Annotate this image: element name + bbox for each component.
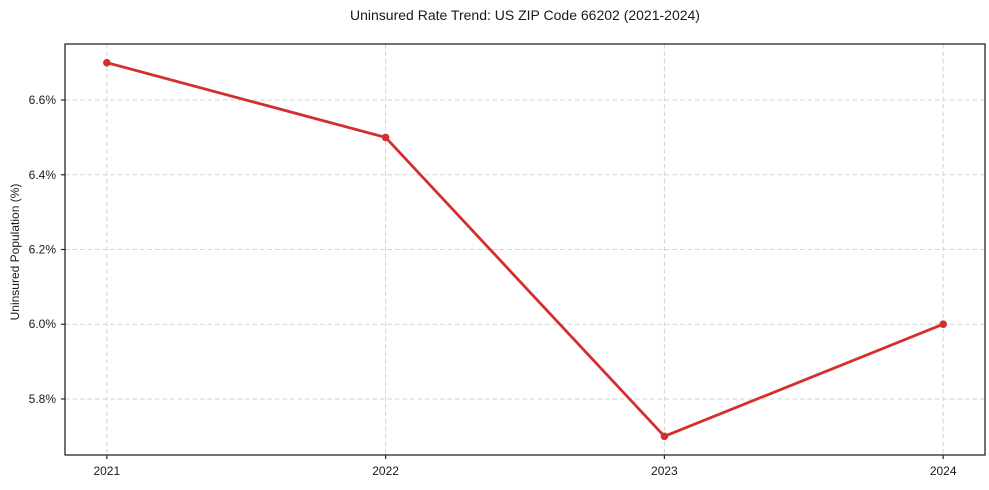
x-tick-label-2023: 2023 — [651, 464, 678, 478]
trend-line — [105, 61, 945, 438]
y-tick-label-6.6%: 6.6% — [29, 93, 57, 107]
y-axis-label-text: Uninsured Population (%) — [8, 183, 22, 321]
data-point-2022 — [381, 133, 390, 142]
x-tick-label-2022: 2022 — [372, 464, 399, 478]
gridlines — [65, 44, 985, 455]
series-layer — [103, 58, 947, 441]
x-tick-label-2024: 2024 — [930, 464, 957, 478]
y-tick-label-6.0%: 6.0% — [29, 317, 57, 331]
tick-layer: 2021 2022 2023 2024 5.8% 6.0% 6.2% 6.4% 6.6% — [29, 93, 957, 478]
chart-title: Uninsured Rate Trend: US ZIP Code 66202 … — [350, 7, 700, 23]
y-tick-label-5.8%: 5.8% — [29, 392, 57, 406]
data-point-2024 — [939, 320, 947, 329]
y-tick-label-6.4%: 6.4% — [29, 168, 57, 182]
y-tick-label-6.2%: 6.2% — [29, 243, 57, 257]
data-point-2023 — [660, 432, 669, 441]
x-tick-label-2021: 2021 — [93, 464, 120, 478]
data-point-2021 — [103, 58, 111, 67]
